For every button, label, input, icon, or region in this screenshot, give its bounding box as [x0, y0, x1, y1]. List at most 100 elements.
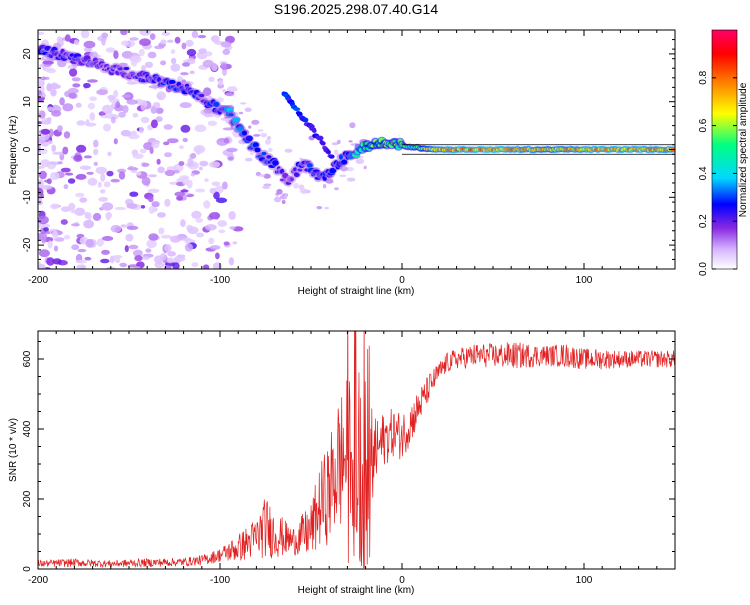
- noise-blob: [167, 39, 174, 43]
- noise-blob: [40, 159, 50, 168]
- noise-blob: [194, 124, 207, 133]
- noise-blob: [51, 144, 57, 152]
- noise-blob: [67, 178, 76, 184]
- noise-blob: [59, 97, 65, 106]
- noise-blob: [107, 151, 112, 157]
- noise-blob: [136, 171, 142, 176]
- noise-blob: [174, 36, 181, 44]
- noise-blob: [198, 166, 203, 171]
- noise-blob: [170, 49, 176, 55]
- noise-blob: [85, 238, 94, 248]
- noise-blob: [122, 105, 129, 114]
- noise-blob: [167, 251, 177, 257]
- x-tick-label: -200: [28, 575, 48, 586]
- y-tick-label: 400: [22, 420, 33, 437]
- noise-blob: [348, 140, 353, 143]
- noise-blob: [331, 142, 339, 146]
- noise-blob: [156, 158, 161, 165]
- noise-blob: [178, 161, 185, 166]
- noise-blob: [114, 206, 127, 211]
- noise-blob: [96, 238, 104, 247]
- noise-blob: [126, 81, 138, 85]
- noise-blob: [63, 184, 69, 190]
- noise-blob: [228, 211, 236, 220]
- noise-blob: [180, 219, 186, 228]
- noise-blob: [52, 151, 63, 155]
- noise-blob: [120, 40, 129, 46]
- noise-blob: [210, 35, 220, 43]
- noise-blob: [244, 107, 252, 113]
- noise-blob: [38, 145, 41, 153]
- y-tick-label: 600: [22, 350, 33, 367]
- x-tick-label: 0: [399, 275, 405, 286]
- noise-blob: [141, 176, 151, 186]
- noise-blob: [214, 185, 224, 194]
- noise-blob: [322, 184, 327, 189]
- noise-blob: [68, 202, 76, 211]
- ridge-point: [228, 113, 234, 117]
- noise-blob: [89, 112, 96, 121]
- noise-blob: [253, 134, 261, 137]
- noise-blob: [184, 243, 193, 252]
- noise-blob: [64, 34, 71, 42]
- noise-blob: [43, 227, 49, 232]
- noise-blob: [284, 148, 293, 153]
- noise-blob: [155, 116, 163, 122]
- noise-blob: [126, 99, 139, 105]
- noise-blob: [110, 116, 116, 124]
- noise-blob: [79, 197, 88, 203]
- noise-blob: [139, 38, 151, 46]
- noise-blob: [70, 209, 82, 214]
- noise-blob: [265, 139, 271, 145]
- y-tick-label: 0: [22, 146, 33, 152]
- noise-blob: [75, 192, 85, 198]
- noise-blob: [191, 262, 199, 268]
- noise-blob: [157, 212, 166, 218]
- noise-blob: [83, 219, 94, 229]
- noise-blob: [50, 89, 57, 97]
- colorbar: 0.0 0.2 0.4 0.6 0.8 Normalized spectral ampl…: [698, 29, 749, 276]
- noise-blob: [77, 248, 87, 253]
- noise-blob: [220, 62, 227, 71]
- noise-blob: [316, 206, 323, 210]
- noise-blob: [167, 138, 179, 144]
- noise-blob: [110, 178, 120, 183]
- noise-blob: [83, 82, 91, 89]
- noise-blob: [159, 253, 167, 261]
- noise-blob: [339, 174, 347, 178]
- noise-blob: [248, 125, 252, 129]
- noise-blob: [180, 72, 189, 76]
- ridge-point: [245, 135, 253, 142]
- noise-blob: [80, 30, 90, 39]
- noise-blob: [113, 50, 119, 60]
- noise-blob: [220, 41, 232, 48]
- noise-blob: [107, 95, 116, 100]
- secondary-ridge-point: [302, 117, 309, 123]
- noise-blob: [139, 30, 151, 36]
- noise-blob: [148, 174, 158, 178]
- noise-blob: [129, 55, 142, 64]
- noise-blob: [140, 103, 146, 111]
- noise-blob: [152, 102, 161, 108]
- noise-blob: [217, 79, 224, 86]
- y-tick-label: 20: [22, 48, 33, 60]
- noise-blob: [147, 188, 160, 193]
- secondary-ridge-point: [328, 154, 335, 159]
- noise-blob: [73, 154, 83, 162]
- noise-blob: [38, 110, 46, 119]
- noise-blob: [260, 132, 267, 138]
- snr-panel: -200 -100 0 100 0 200 400 600 Height of straigh…: [8, 330, 676, 596]
- noise-blob: [75, 259, 87, 264]
- noise-blob: [38, 170, 47, 180]
- noise-blob: [102, 104, 113, 114]
- noise-blob: [46, 178, 52, 185]
- ridge-point: [213, 101, 220, 107]
- noise-blob: [161, 31, 171, 36]
- noise-blob: [266, 136, 272, 140]
- noise-blob: [92, 212, 102, 221]
- noise-blob: [226, 86, 238, 93]
- noise-blob: [103, 181, 111, 188]
- noise-blob: [180, 189, 189, 193]
